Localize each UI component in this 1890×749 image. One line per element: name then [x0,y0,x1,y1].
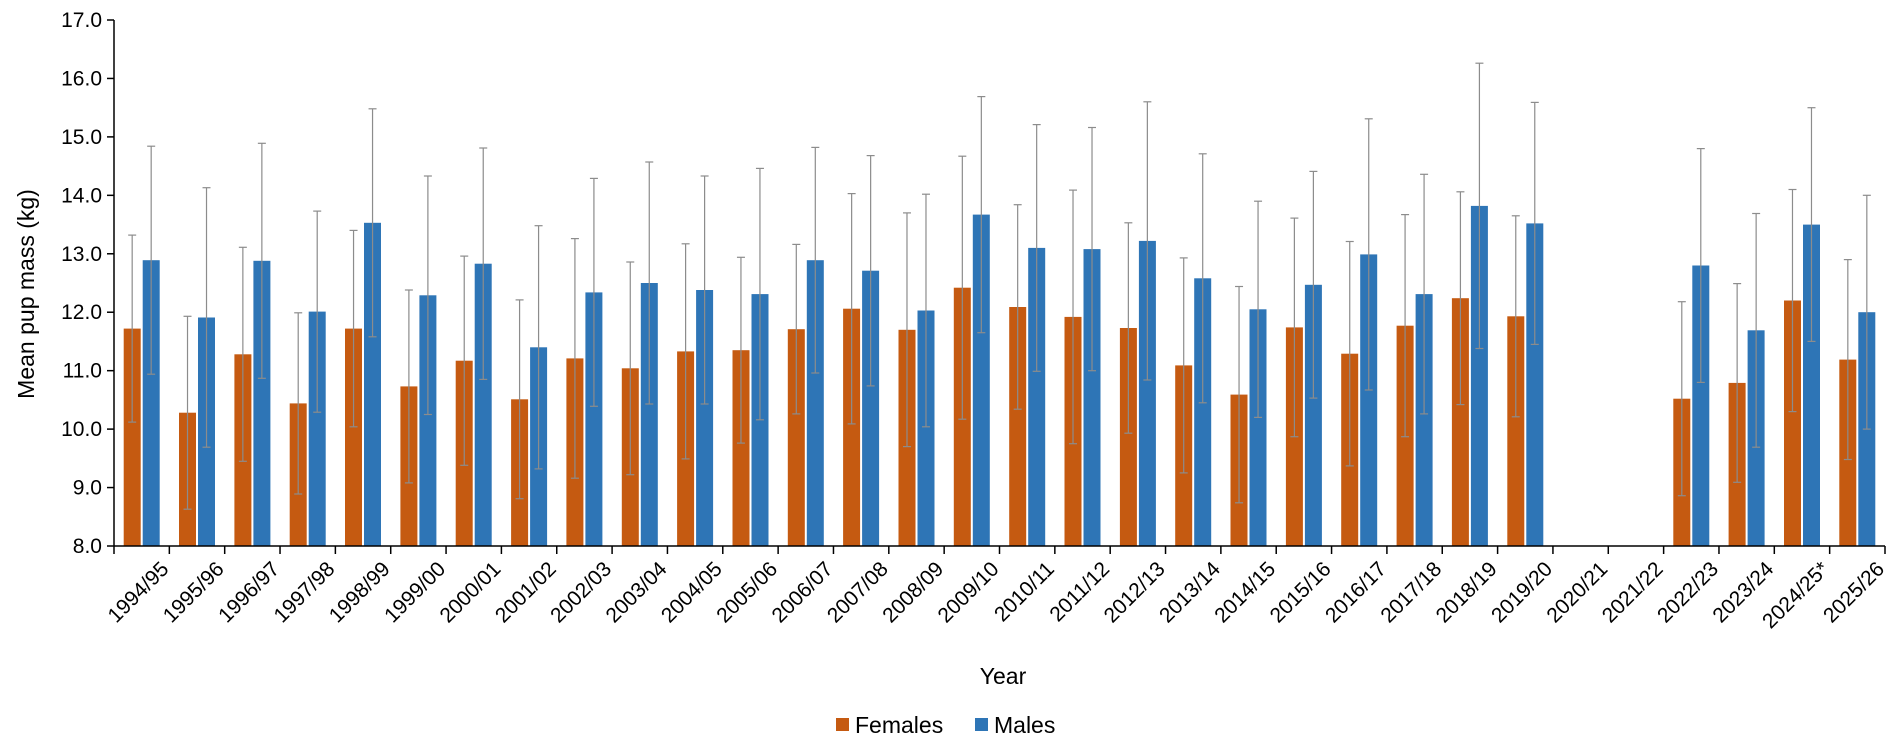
x-tick-label: 2021/22 [1598,557,1668,627]
bar-males [972,214,990,546]
x-tick-label: 1996/97 [214,557,284,627]
bar-females [123,328,141,546]
x-tick-label: 2014/15 [1210,557,1280,627]
bar-males [253,260,271,546]
x-tick-label: 2025/26 [1819,557,1889,627]
bar-males [1470,205,1488,546]
y-axis-ticks: 8.0 9.0 10.0 11.0 12.0 13.0 14.0 15.0 16.0 17.0 [61,9,114,558]
bars-group [123,205,1876,547]
y-tick-label: 8.0 [73,535,102,558]
x-tick-label: 2010/11 [990,557,1059,626]
bar-males [142,260,160,546]
x-tick-label: 2005/06 [712,557,782,627]
legend-label-females: Females [855,712,943,738]
bar-males [1692,265,1710,546]
x-tick-label: 2016/17 [1321,557,1391,627]
x-tick-label: 2015/16 [1266,557,1336,627]
bar-males [1415,294,1433,546]
x-tick-label: 2019/20 [1487,557,1557,627]
y-axis-title: Mean pup mass (kg) [13,189,39,399]
x-tick-label: 1998/99 [325,557,395,627]
y-tick-label: 15.0 [61,126,102,149]
x-tick-label: 2013/14 [1155,557,1225,627]
legend-label-males: Males [994,712,1055,738]
bar-males [640,283,658,546]
bar-males [1194,278,1212,546]
bar-males [917,310,935,546]
y-tick-label: 9.0 [73,477,102,500]
x-tick-label: 2012/13 [1100,557,1170,627]
x-tick-label: 1997/98 [269,557,339,627]
x-tick-label: 2003/04 [602,557,672,627]
bar-males [308,311,326,546]
bar-females [843,308,861,546]
bar-males [1304,284,1322,546]
y-tick-label: 12.0 [61,301,102,324]
x-tick-label: 2008/09 [878,557,948,627]
bar-males [474,263,492,546]
bar-females [345,328,362,546]
x-tick-label: 2004/05 [657,557,727,627]
y-tick-label: 13.0 [61,243,102,266]
bar-males [1360,254,1378,546]
bar-females [787,329,805,546]
bar-females [1507,316,1525,546]
bar-males [419,295,437,546]
x-tick-label: 2006/07 [768,557,838,627]
bar-females [1009,307,1027,546]
x-tick-label: 2022/23 [1653,557,1723,627]
bar-males [696,290,714,546]
bar-females [1784,300,1801,546]
bar-males [1083,249,1101,546]
bar-males [1249,309,1267,546]
y-tick-label: 16.0 [61,67,102,90]
legend: Females Males [836,712,1055,738]
x-tick-label: 2020/21 [1542,557,1612,627]
y-tick-label: 17.0 [61,9,102,32]
bar-males [1138,240,1156,546]
x-axis-title: Year [980,663,1027,689]
bar-females [732,350,750,546]
x-tick-label: 1994/95 [103,557,173,627]
x-tick-label: 2002/03 [546,557,616,627]
bar-males [585,292,603,546]
x-tick-label: 2017/18 [1376,557,1446,627]
y-tick-label: 10.0 [61,418,102,441]
x-tick-label: 1999/00 [380,557,450,627]
x-tick-label: 2007/08 [823,557,893,627]
y-tick-label: 11.0 [63,360,102,383]
bar-females [1119,328,1137,546]
bar-males [1028,247,1046,546]
x-tick-label: 2018/19 [1432,557,1502,627]
x-tick-label: 2000/01 [435,557,505,627]
x-tick-label: 2009/10 [934,557,1004,627]
y-tick-label: 14.0 [61,184,102,207]
bar-males [862,270,880,546]
error-bars-group [128,62,1871,510]
x-axis-ticks: 1994/951995/961996/971997/981998/991999/… [103,546,1889,633]
legend-swatch-males [975,718,988,731]
bar-females [1451,298,1469,546]
bar-males [806,260,824,546]
bar-males [1526,223,1544,546]
x-tick-label: 2001/02 [491,557,561,627]
legend-swatch-females [836,718,849,731]
bar-males [364,222,381,547]
x-tick-label: 1995/96 [159,557,229,627]
bar-males [1803,224,1820,546]
